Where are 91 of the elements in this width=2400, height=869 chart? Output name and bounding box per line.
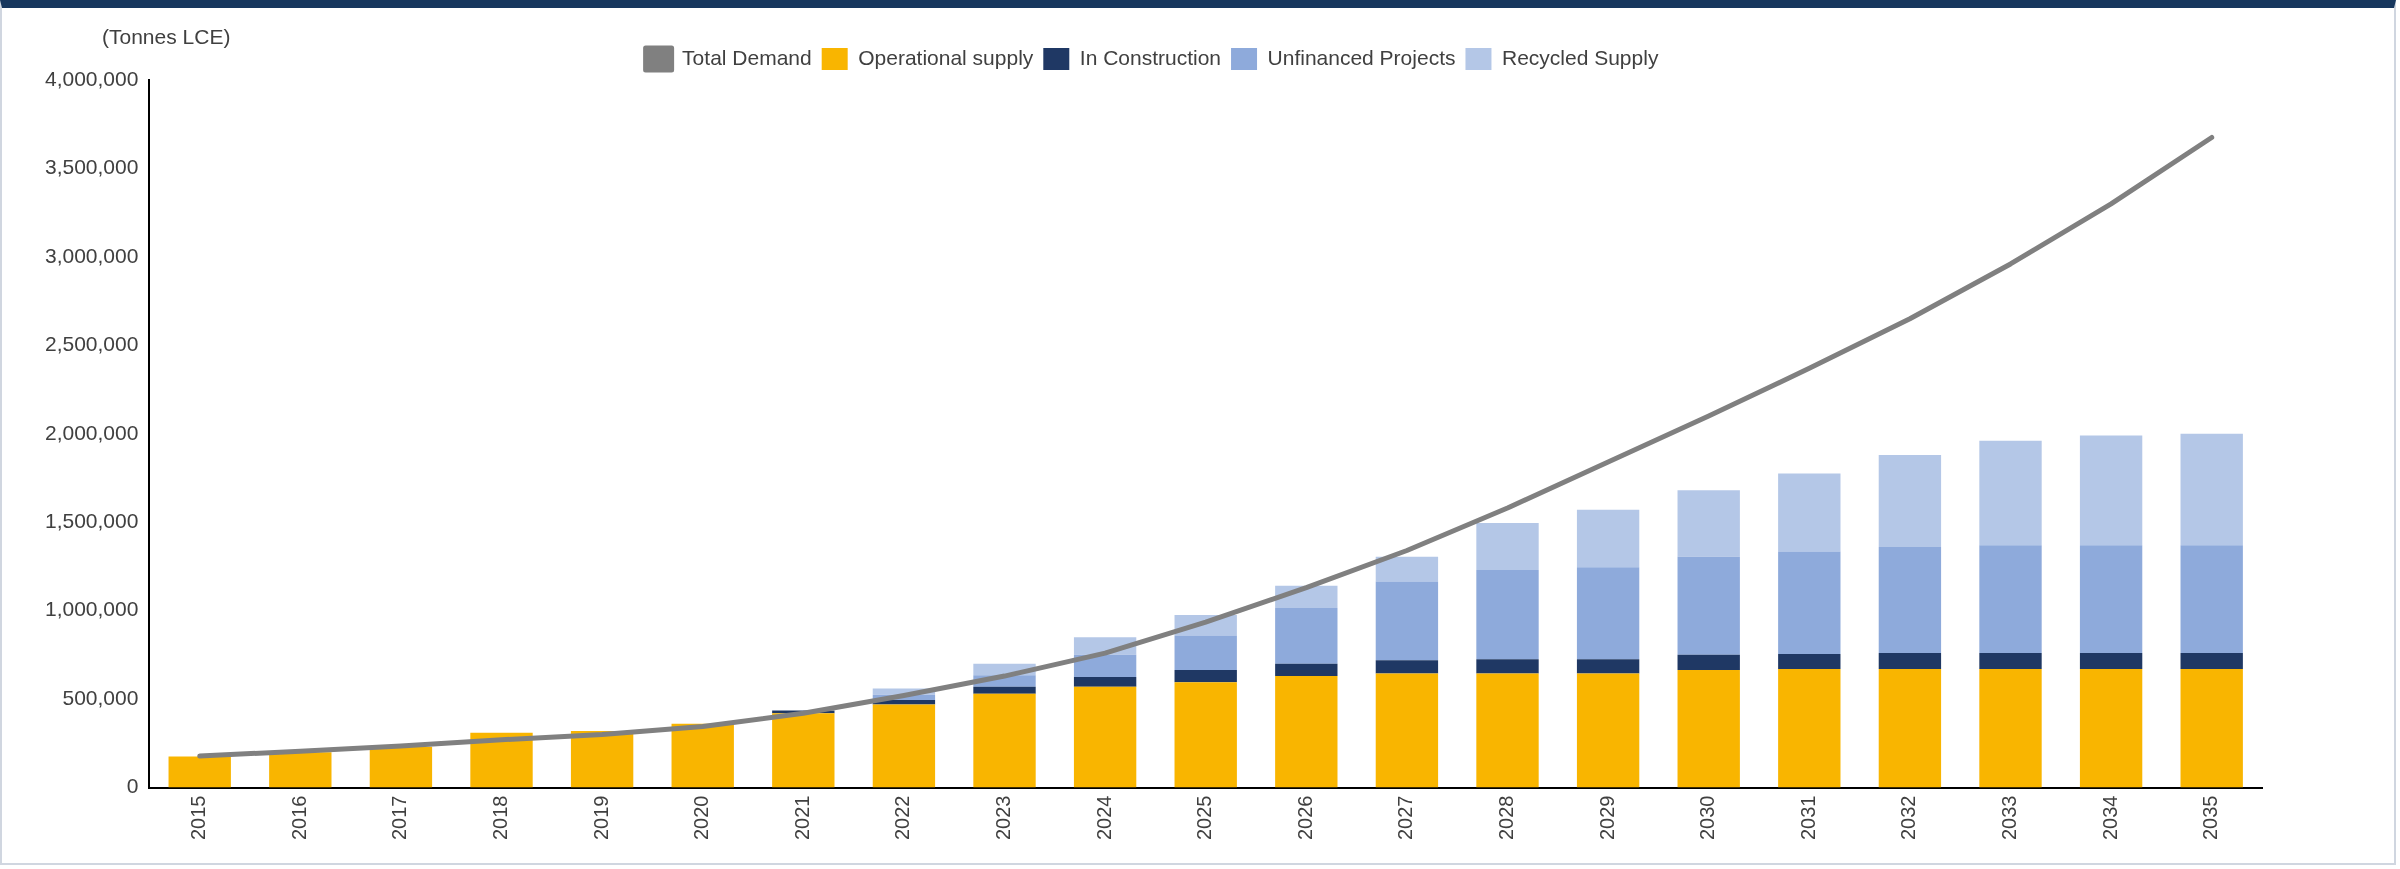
x-tick-label: 2023 [992,795,1015,841]
bar [1576,673,1640,788]
bar [1878,653,1942,669]
x-tick-label: 2031 [1796,795,1819,841]
bar [570,730,634,788]
bar [1275,663,1338,677]
bar [1476,523,1539,570]
x-tick-label: 2019 [589,795,612,841]
y-tick-label: 2,500,000 [44,332,139,356]
bar [1174,682,1237,788]
bar [1677,490,1740,557]
bar [1476,673,1539,788]
bar [1878,669,1942,788]
y-tick-label: 500,000 [62,685,139,709]
x-tick-label: 2030 [1696,795,1719,841]
bar [1275,676,1338,788]
bar [269,752,332,788]
bar [168,756,231,788]
bar [369,746,433,788]
bar [2180,545,2243,654]
y-tick-label: 4,000,000 [44,66,139,90]
x-tick-label: 2035 [2199,795,2222,841]
x-tick-label: 2017 [388,795,411,841]
y-tick-label: 1,500,000 [44,508,139,532]
x-tick-label: 2018 [489,795,512,841]
bar [2079,653,2143,669]
bar [1677,654,1740,670]
x-tick-label: 2015 [187,795,210,841]
legend-label: Total Demand [682,45,812,69]
x-tick-label: 2022 [891,795,914,841]
bar [1576,567,1640,660]
legend-label: In Construction [1079,45,1222,69]
bar [1073,676,1137,687]
bar [1878,546,1942,654]
bar [1778,669,1841,788]
bar [470,732,533,788]
bar [1576,659,1640,674]
bar [1677,669,1740,788]
bar [1073,686,1137,788]
legend-label: Operational supply [858,45,1034,69]
bar [1174,669,1237,683]
legend-label: Recycled Supply [1501,45,1659,69]
bar [1979,545,2042,654]
bar [1979,440,2042,546]
bar [1979,653,2042,669]
x-tick-label: 2020 [690,795,713,841]
x-tick-label: 2028 [1495,795,1518,841]
bar [2079,435,2143,546]
bar [671,723,734,788]
bar [973,686,1036,694]
bar [1073,654,1137,677]
bar [1778,653,1841,669]
bar [2180,669,2243,788]
bar [1476,569,1539,660]
y-axis-title: (Tonnes LCE) [102,24,231,48]
x-tick-label: 2032 [1897,795,1920,841]
x-tick-label: 2025 [1193,795,1216,841]
bar [1275,607,1338,664]
bar [1677,556,1740,655]
bar [2079,545,2143,654]
x-tick-label: 2026 [1293,795,1316,841]
bar [2079,669,2143,788]
bar [973,693,1036,788]
x-tick-label: 2033 [1998,795,2021,841]
x-tick-label: 2027 [1394,795,1417,841]
x-tick-label: 2024 [1092,795,1115,841]
bar [2180,653,2243,669]
x-tick-label: 2034 [2098,795,2121,841]
bar [1375,660,1439,674]
bar [2180,433,2243,546]
bar [1979,669,2042,788]
bar [1576,509,1640,568]
bar [1878,454,1942,547]
y-tick-label: 3,000,000 [44,243,139,267]
bar [1778,551,1841,654]
legend-label: Unfinanced Projects [1267,45,1456,69]
bar [872,704,936,788]
x-tick-label: 2016 [287,795,310,841]
bar [1375,673,1439,788]
bar [1375,581,1439,661]
x-tick-label: 2029 [1595,795,1618,841]
bar [1174,635,1237,670]
bar [1476,659,1539,674]
bar [1778,473,1841,552]
y-tick-label: 0 [126,774,139,798]
y-tick-label: 1,000,000 [44,597,139,621]
y-tick-label: 2,000,000 [44,420,139,444]
bar [772,713,835,788]
y-tick-label: 3,500,000 [44,155,139,179]
bar [1375,556,1439,582]
x-tick-label: 2021 [790,795,813,841]
